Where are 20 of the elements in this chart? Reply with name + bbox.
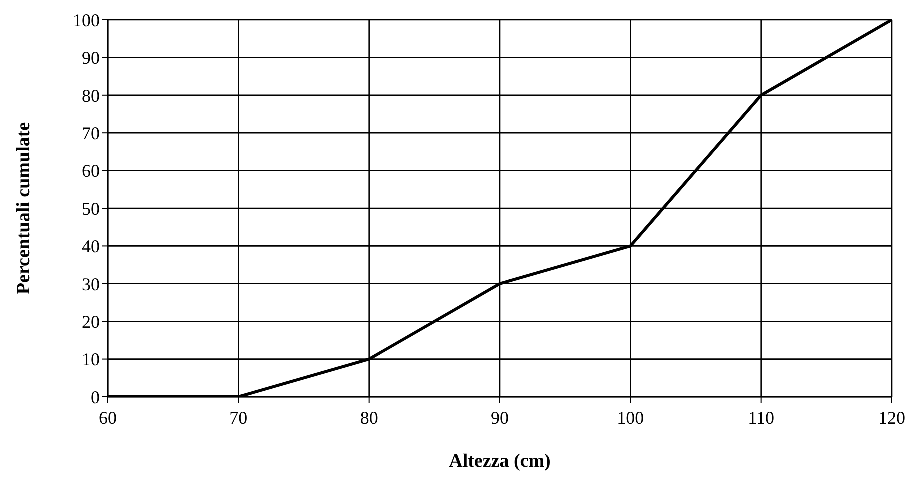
- x-tick-label: 60: [99, 408, 117, 428]
- y-tick-label: 0: [91, 387, 100, 408]
- y-tick-label: 90: [82, 48, 100, 68]
- x-axis-title: Altezza (cm): [449, 451, 551, 472]
- y-tick-label: 80: [82, 86, 100, 106]
- x-tick-label: 120: [878, 408, 906, 428]
- x-tick-label: 110: [748, 408, 775, 428]
- y-tick-label: 30: [82, 274, 100, 294]
- y-tick-label: 50: [82, 198, 100, 219]
- y-axis-title: Percentuali cumulate: [14, 122, 35, 295]
- y-tick-label: 100: [73, 10, 100, 30]
- y-tick-label: 10: [82, 350, 100, 370]
- x-tick-label: 100: [617, 408, 644, 428]
- y-tick-label: 60: [82, 161, 100, 182]
- x-tick-label: 90: [491, 408, 509, 428]
- y-tick-label: 40: [82, 236, 100, 257]
- y-tick-label: 20: [82, 312, 100, 332]
- y-tick-label: 70: [82, 123, 100, 144]
- x-tick-label: 70: [230, 408, 248, 428]
- x-tick-label: 80: [360, 408, 378, 428]
